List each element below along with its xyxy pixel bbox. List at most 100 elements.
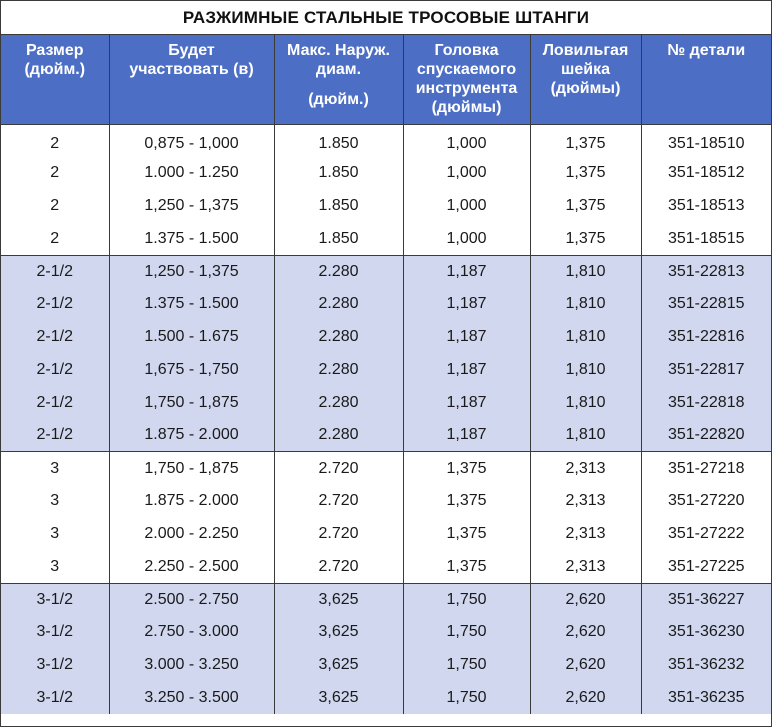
- cell-engage: 2.000 - 2.250: [108, 517, 274, 551]
- cell-head: 1,750: [402, 582, 530, 616]
- header-max-od: Макс. Наруж. диам. (дюйм.): [273, 35, 403, 125]
- header-engage-line: Будет: [168, 42, 215, 59]
- table-body: 2 0,875 - 1,000 1.850 1,000 1,375 351-18510 2 1…: [1, 124, 771, 715]
- table-row: 2-1/2 1,250 - 1,375 2.280 1,187 1,810 351-228…: [1, 254, 771, 288]
- cell-size: 3-1/2: [1, 648, 109, 682]
- cell-engage: 3.000 - 3.250: [108, 648, 274, 682]
- cell-neck: 1,375: [529, 189, 641, 223]
- header-neck-line: (дюймы): [550, 80, 621, 97]
- cell-neck: 1,810: [529, 287, 641, 321]
- table-row: 2 0,875 - 1,000 1.850 1,000 1,375 351-18510: [1, 124, 771, 157]
- header-part: № детали: [640, 35, 771, 125]
- cell-part: 351-27220: [640, 484, 771, 518]
- cell-size: 2: [1, 124, 109, 157]
- header-head-line: спускаемого: [416, 61, 517, 78]
- cell-engage: 1,250 - 1,375: [108, 254, 274, 288]
- cell-neck: 2,313: [529, 517, 641, 551]
- header-head-line: инструмента: [415, 80, 518, 97]
- cell-part: 351-22815: [640, 287, 771, 321]
- cell-neck: 2,620: [529, 582, 641, 616]
- cell-size: 2-1/2: [1, 254, 109, 288]
- cell-part: 351-36235: [640, 681, 771, 715]
- spec-table: Размер (дюйм.) Будет участвовать (в) Мак…: [1, 35, 771, 715]
- cell-engage: 1.875 - 2.000: [108, 484, 274, 518]
- header-part-line: № детали: [667, 42, 746, 59]
- table-row: 3 1.875 - 2.000 2.720 1,375 2,313 351-27220: [1, 484, 771, 518]
- cell-neck: 2,313: [529, 451, 641, 485]
- cell-part: 351-27225: [640, 550, 771, 584]
- cell-head: 1,187: [402, 320, 530, 354]
- cell-engage: 1.375 - 1.500: [108, 287, 274, 321]
- cell-neck: 2,620: [529, 681, 641, 715]
- header-size: Размер (дюйм.): [1, 35, 109, 125]
- cell-max-od: 2.720: [273, 451, 403, 485]
- cell-part: 351-22818: [640, 386, 771, 420]
- cell-size: 3: [1, 517, 109, 551]
- cell-part: 351-18515: [640, 222, 771, 256]
- header-max-od-line: Макс. Наруж.: [287, 42, 390, 59]
- cell-head: 1,000: [402, 156, 530, 190]
- cell-engage: 1.375 - 1.500: [108, 222, 274, 256]
- header-engage-line: участвовать (в): [129, 61, 254, 78]
- cell-max-od: 3,625: [273, 615, 403, 649]
- cell-part: 351-22817: [640, 353, 771, 387]
- cell-head: 1,375: [402, 517, 530, 551]
- header-head: Головка спускаемого инструмента (дюймы): [402, 35, 530, 125]
- cell-size: 3: [1, 451, 109, 485]
- cell-head: 1,187: [402, 287, 530, 321]
- cell-head: 1,187: [402, 386, 530, 420]
- cell-max-od: 1.850: [273, 156, 403, 190]
- table-row: 2 1.000 - 1.250 1.850 1,000 1,375 351-18512: [1, 156, 771, 190]
- cell-max-od: 2.280: [273, 320, 403, 354]
- cell-part: 351-18512: [640, 156, 771, 190]
- cell-size: 2-1/2: [1, 320, 109, 354]
- cell-head: 1,187: [402, 254, 530, 288]
- cell-size: 2: [1, 189, 109, 223]
- header-row: Размер (дюйм.) Будет участвовать (в) Мак…: [1, 35, 771, 125]
- cell-head: 1,375: [402, 451, 530, 485]
- table-row: 2-1/2 1.375 - 1.500 2.280 1,187 1,810 351-228…: [1, 287, 771, 321]
- cell-head: 1,750: [402, 681, 530, 715]
- cell-engage: 1,250 - 1,375: [108, 189, 274, 223]
- cell-max-od: 1.850: [273, 189, 403, 223]
- cell-max-od: 2.280: [273, 419, 403, 452]
- cell-head: 1,750: [402, 615, 530, 649]
- cell-neck: 1,375: [529, 156, 641, 190]
- cell-max-od: 2.280: [273, 287, 403, 321]
- cell-size: 3-1/2: [1, 582, 109, 616]
- cell-part: 351-22813: [640, 254, 771, 288]
- cell-max-od: 2.720: [273, 550, 403, 584]
- cell-max-od: 2.720: [273, 517, 403, 551]
- header-head-line: (дюймы): [431, 99, 502, 116]
- table-row: 2-1/2 1.500 - 1.675 2.280 1,187 1,810 351-228…: [1, 320, 771, 354]
- cell-part: 351-22820: [640, 419, 771, 452]
- cell-max-od: 2.280: [273, 254, 403, 288]
- cell-part: 351-36227: [640, 582, 771, 616]
- header-head-line: Головка: [434, 42, 499, 59]
- cell-neck: 2,313: [529, 484, 641, 518]
- cell-engage: 1.500 - 1.675: [108, 320, 274, 354]
- table-row: 3 2.000 - 2.250 2.720 1,375 2,313 351-27222: [1, 517, 771, 551]
- cell-engage: 2.750 - 3.000: [108, 615, 274, 649]
- cell-size: 3-1/2: [1, 681, 109, 715]
- cell-head: 1,375: [402, 484, 530, 518]
- table-row: 3 1,750 - 1,875 2.720 1,375 2,313 351-27218: [1, 451, 771, 485]
- cell-max-od: 1.850: [273, 222, 403, 256]
- cell-neck: 1,810: [529, 386, 641, 420]
- header-engage: Будет участвовать (в): [108, 35, 274, 125]
- cell-engage: 3.250 - 3.500: [108, 681, 274, 715]
- cell-engage: 1,750 - 1,875: [108, 386, 274, 420]
- table-row: 2-1/2 1,750 - 1,875 2.280 1,187 1,810 351-228…: [1, 386, 771, 420]
- cell-size: 2: [1, 222, 109, 256]
- header-neck: Ловильгая шейка (дюймы): [529, 35, 641, 125]
- cell-neck: 1,375: [529, 222, 641, 256]
- cell-head: 1,750: [402, 648, 530, 682]
- cell-neck: 1,375: [529, 124, 641, 157]
- cell-size: 2-1/2: [1, 386, 109, 420]
- cell-part: 351-22816: [640, 320, 771, 354]
- table-row: 3-1/2 2.750 - 3.000 3,625 1,750 2,620 351-362…: [1, 615, 771, 649]
- cell-part: 351-36230: [640, 615, 771, 649]
- cell-size: 3: [1, 484, 109, 518]
- table-row: 3-1/2 3.250 - 3.500 3,625 1,750 2,620 351-362…: [1, 681, 771, 715]
- cell-neck: 2,313: [529, 550, 641, 584]
